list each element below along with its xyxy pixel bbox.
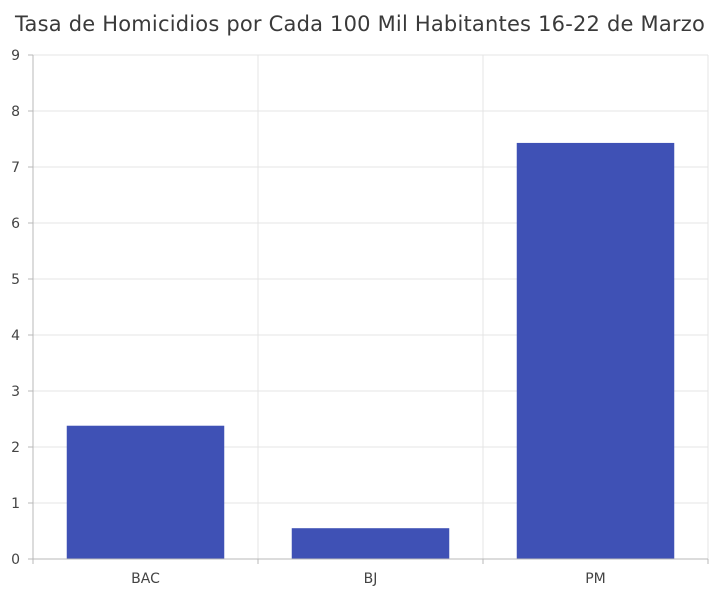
- bar-bj: [291, 528, 450, 559]
- bar-pm: [516, 142, 675, 560]
- y-tick-label: 9: [11, 48, 20, 64]
- y-tick-label: 0: [11, 552, 20, 568]
- bar-bac: [66, 425, 225, 559]
- x-tick-label: BJ: [364, 571, 378, 587]
- chart-title: Tasa de Homicidios por Cada 100 Mil Habi…: [14, 12, 705, 36]
- y-tick-label: 3: [11, 384, 20, 400]
- y-tick-label: 4: [11, 328, 20, 344]
- y-tick-label: 2: [11, 440, 20, 456]
- x-tick-label: PM: [585, 571, 606, 587]
- y-tick-label: 6: [11, 216, 20, 232]
- y-tick-label: 1: [11, 496, 20, 512]
- y-tick-label: 5: [11, 272, 20, 288]
- y-tick-label: 7: [11, 160, 20, 176]
- x-tick-label: BAC: [131, 571, 160, 587]
- y-tick-label: 8: [11, 104, 20, 120]
